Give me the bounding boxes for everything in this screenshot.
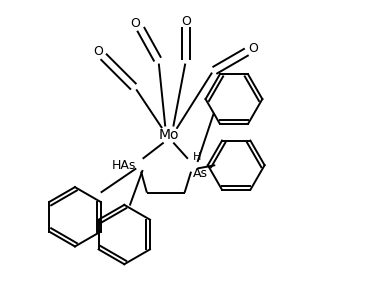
Text: HAs: HAs [112, 159, 136, 172]
Text: O: O [181, 14, 191, 28]
Text: O: O [130, 17, 140, 30]
Text: H: H [193, 152, 201, 162]
Text: Mo: Mo [158, 127, 179, 142]
Text: As: As [193, 167, 208, 180]
Text: O: O [248, 42, 258, 55]
Text: O: O [93, 45, 103, 58]
